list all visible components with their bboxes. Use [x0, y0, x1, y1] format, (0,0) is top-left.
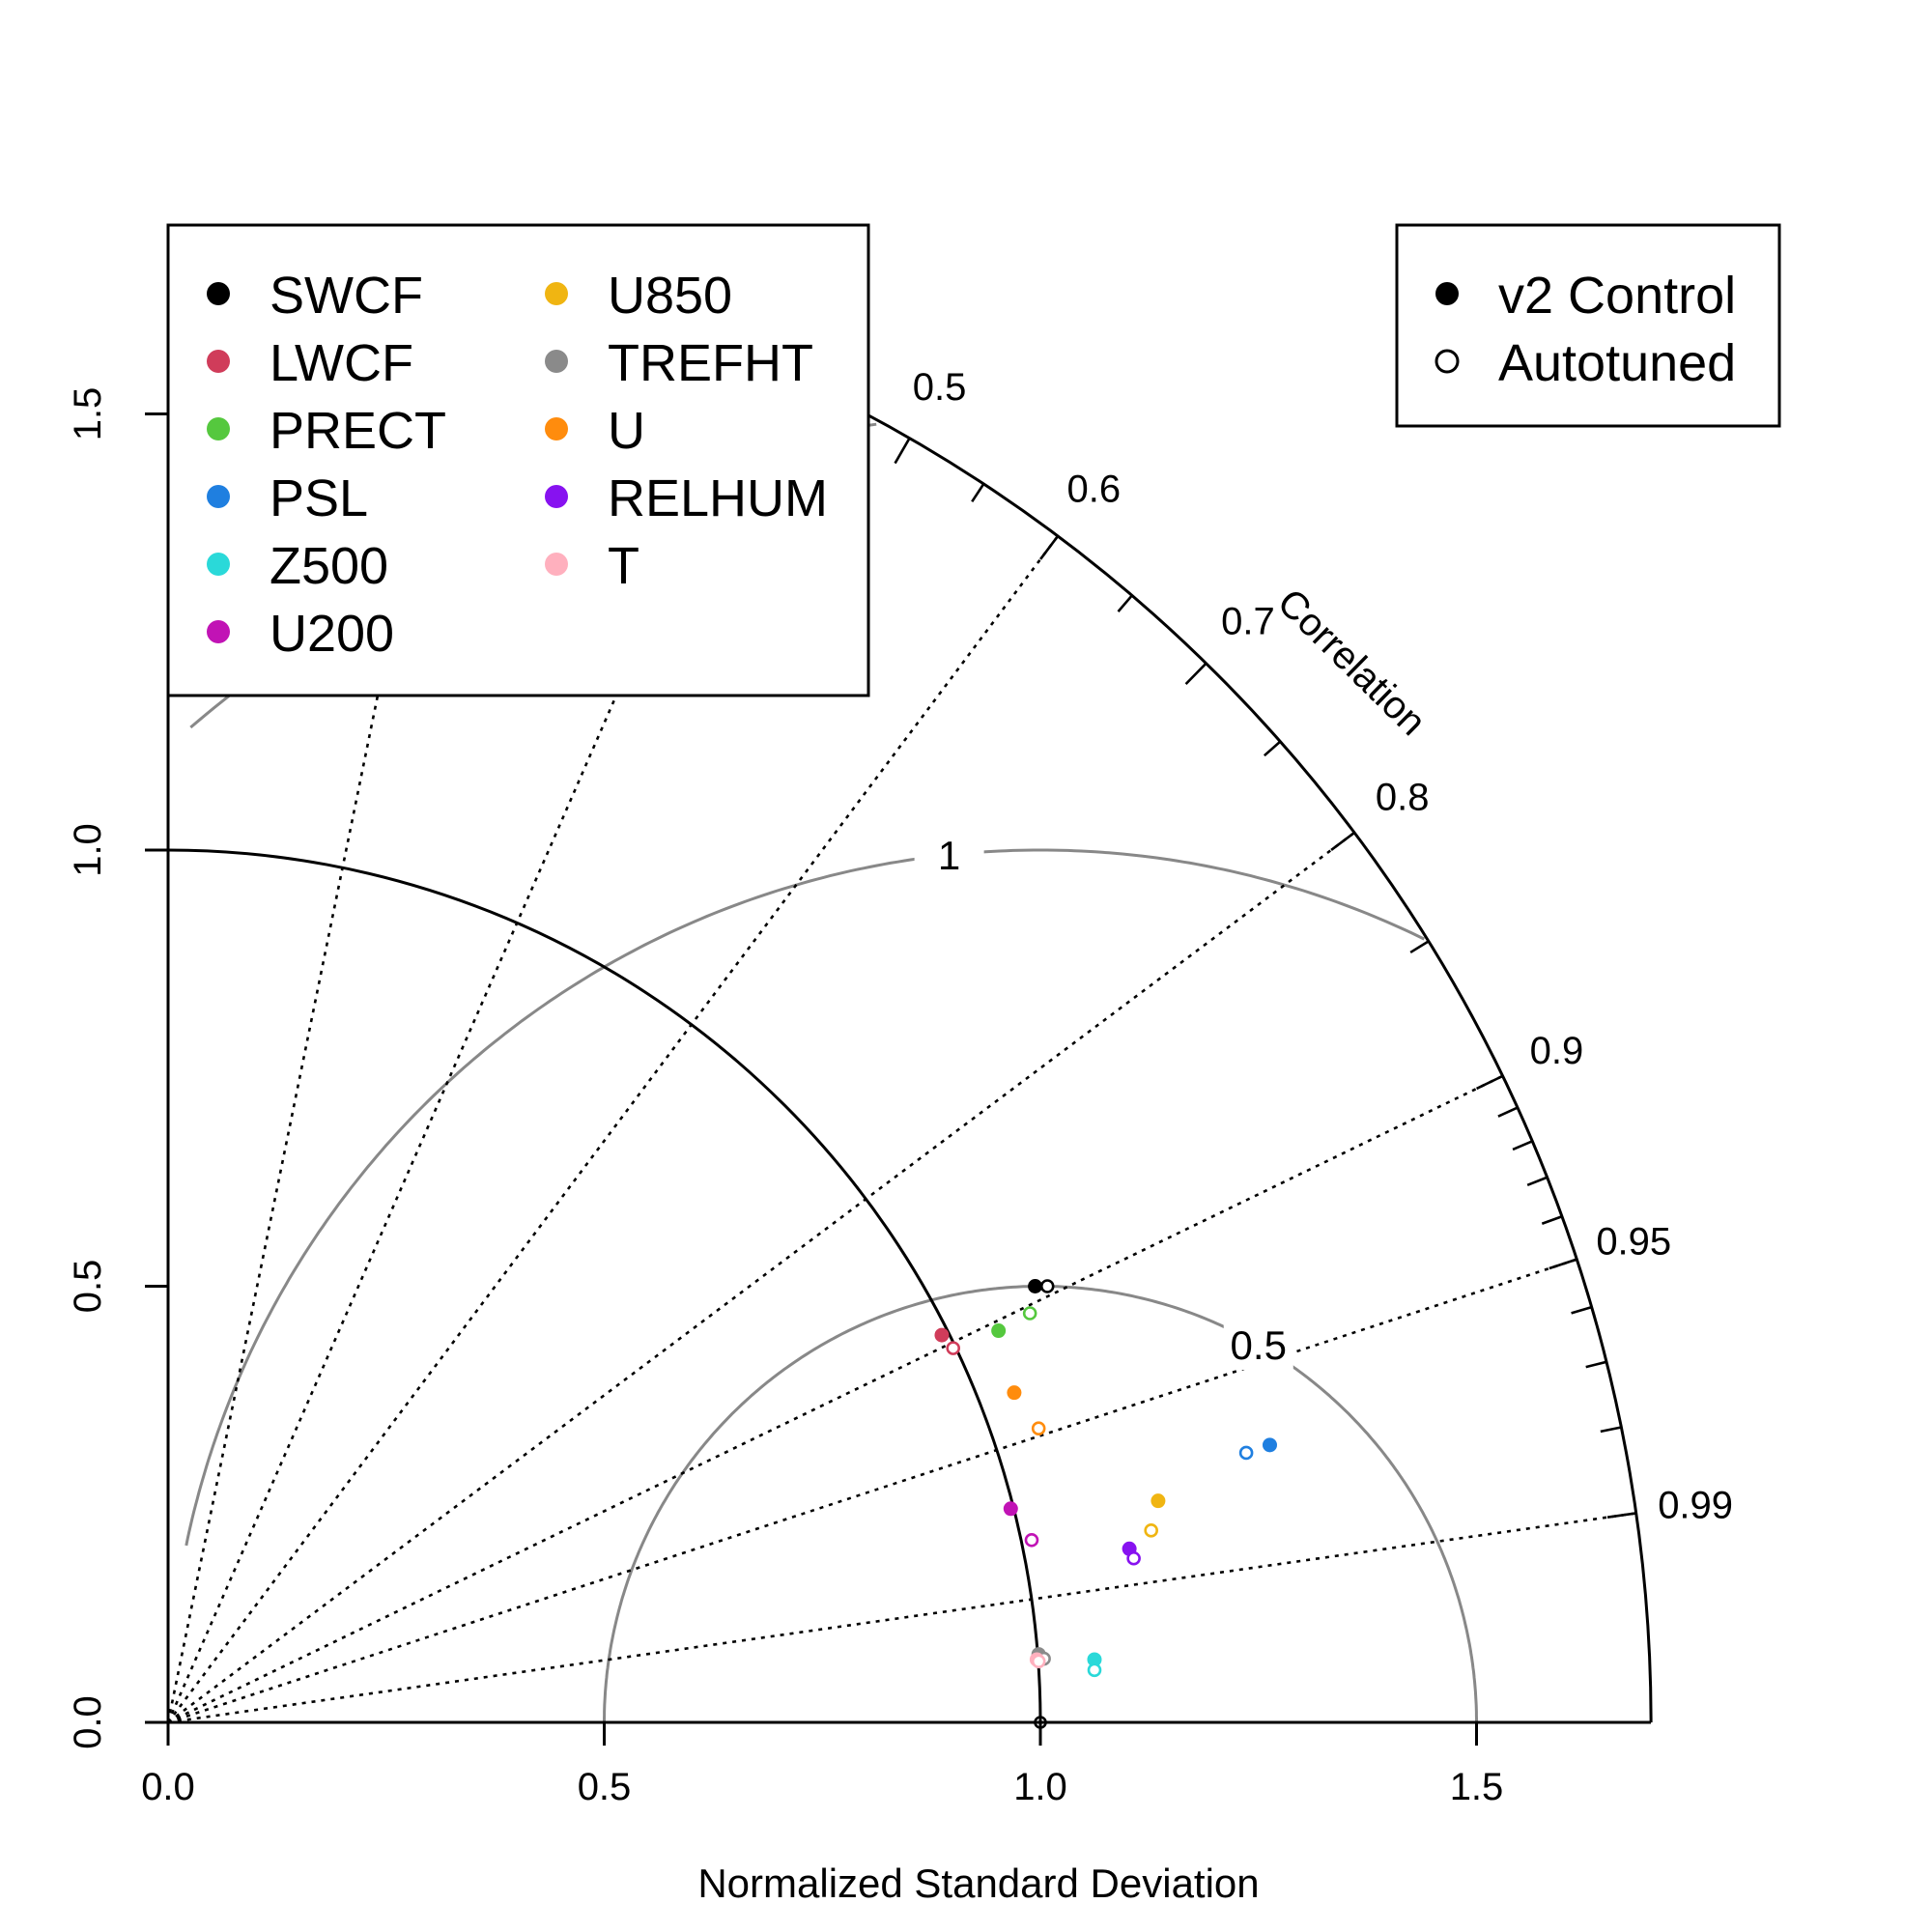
rms-contour-label: 1 — [938, 833, 960, 878]
correlation-tick-label: 0.6 — [1066, 468, 1121, 510]
legend-marker-lwcf — [207, 350, 230, 373]
y-tick-label: 1.0 — [67, 823, 109, 877]
correlation-tick-label: 0.95 — [1596, 1220, 1671, 1263]
correlation-tick-label: 0.9 — [1530, 1030, 1584, 1072]
legend-marker-t — [545, 553, 568, 576]
variables-legend-box — [166, 223, 870, 697]
legend-marker-v2-control — [1435, 282, 1459, 305]
correlation-tick — [1476, 1074, 1504, 1091]
legend-label-u: U — [608, 402, 645, 460]
point-autotuned-u200 — [1024, 1532, 1039, 1548]
y-tick-label: 0.5 — [67, 1260, 109, 1314]
point-control-z500 — [1087, 1652, 1102, 1667]
correlation-minor-tick — [1117, 594, 1133, 612]
point-autotuned-lwcf — [946, 1341, 961, 1355]
rms-contour-label: 0.5 — [1231, 1322, 1287, 1368]
x-axis-title: Normalized Standard Deviation — [697, 1861, 1259, 1906]
correlation-minor-tick — [1571, 1305, 1593, 1315]
y-tick-label: 0.0 — [67, 1695, 109, 1749]
reference-point — [1034, 1716, 1047, 1729]
correlation-tick — [1606, 1512, 1636, 1519]
point-autotuned-swcf — [1039, 1279, 1055, 1293]
point-control-swcf — [1028, 1279, 1043, 1293]
correlation-tick — [1039, 535, 1060, 560]
legend-label-psl: PSL — [270, 469, 368, 527]
legend-label-swcf: SWCF — [270, 267, 423, 325]
legend-marker-prect — [207, 417, 230, 440]
point-control-psl — [1262, 1437, 1277, 1453]
point-control-prect — [991, 1323, 1007, 1339]
legend-label-t: T — [608, 537, 639, 595]
correlation-minor-tick — [1526, 1176, 1548, 1187]
correlation-tick-label: 0.5 — [913, 366, 967, 409]
legend-marker-u — [545, 417, 568, 440]
legend-label-autotuned: Autotuned — [1498, 334, 1736, 392]
point-autotuned-relhum — [1126, 1550, 1141, 1566]
correlation-minor-tick — [1512, 1140, 1533, 1151]
point-control-u200 — [1003, 1501, 1018, 1517]
legend-marker-swcf — [207, 282, 230, 305]
correlation-tick — [1184, 662, 1208, 686]
correlation-tick — [894, 437, 911, 465]
x-tick-label: 0.0 — [141, 1766, 195, 1808]
x-tick-label: 1.0 — [1013, 1766, 1067, 1808]
point-control-lwcf — [934, 1327, 950, 1343]
x-tick-label: 0.5 — [578, 1766, 632, 1808]
legend-label-v2-control: v2 Control — [1498, 267, 1736, 325]
point-autotuned-u — [1031, 1421, 1046, 1435]
point-control-u850 — [1151, 1493, 1166, 1509]
point-autotuned-z500 — [1087, 1662, 1102, 1678]
legend-label-u850: U850 — [608, 267, 732, 325]
correlation-tick — [1548, 1258, 1577, 1270]
symbols-legend-box — [1395, 223, 1781, 428]
correlation-tick-label: 0.7 — [1221, 600, 1275, 642]
legend-label-relhum: RELHUM — [608, 469, 828, 527]
legend-label-trefht: TREFHT — [608, 334, 813, 392]
correlation-tick-label: 0.8 — [1376, 777, 1430, 819]
legend-marker-trefht — [545, 350, 568, 373]
legend-marker-autotuned — [1435, 349, 1460, 374]
x-tick-label: 1.5 — [1450, 1766, 1504, 1808]
point-autotuned-u850 — [1144, 1523, 1158, 1538]
legend-label-lwcf: LWCF — [270, 334, 413, 392]
correlation-tick — [1330, 831, 1355, 851]
point-control-u — [1007, 1385, 1022, 1401]
correlation-minor-tick — [1497, 1106, 1519, 1118]
legend-marker-u850 — [545, 282, 568, 305]
correlation-minor-tick — [1409, 940, 1430, 954]
legend-marker-z500 — [207, 553, 230, 576]
correlation-ray-0.8 — [167, 831, 1355, 1724]
legend-layer: SWCF LWCF PRECT PSL Z500 U200 U850 TREFHT U RELHU… — [166, 223, 1781, 697]
correlation-minor-tick — [971, 483, 985, 503]
legend-label-prect: PRECT — [270, 402, 446, 460]
correlation-minor-tick — [1263, 740, 1282, 757]
correlation-title: Correlation — [1269, 581, 1434, 744]
point-autotuned-t — [1031, 1654, 1046, 1669]
correlation-minor-tick — [1585, 1360, 1607, 1369]
rms-contour-1 — [185, 848, 1425, 1547]
rms-label-bg — [1223, 1319, 1293, 1370]
legend-marker-relhum — [545, 485, 568, 508]
legend-marker-u200 — [207, 620, 230, 643]
correlation-ray-0.99 — [167, 1512, 1636, 1724]
data-points — [934, 1279, 1277, 1729]
point-autotuned-prect — [1022, 1306, 1037, 1321]
correlation-ray-0.9 — [167, 1074, 1504, 1724]
correlation-ray-0.95 — [167, 1258, 1577, 1724]
point-autotuned-psl — [1238, 1445, 1254, 1461]
correlation-minor-tick — [1600, 1426, 1622, 1434]
legend-label-z500: Z500 — [270, 537, 388, 595]
legend-label-u200: U200 — [270, 605, 394, 663]
reference-sd-arc — [167, 848, 1042, 1723]
correlation-minor-tick — [1541, 1215, 1563, 1225]
y-tick-label: 1.5 — [67, 387, 109, 441]
correlation-tick-label: 0.99 — [1658, 1485, 1733, 1527]
correlation-ray-0.6 — [166, 535, 1060, 1723]
legend-marker-psl — [207, 485, 230, 508]
rms-label-bg — [914, 829, 984, 880]
